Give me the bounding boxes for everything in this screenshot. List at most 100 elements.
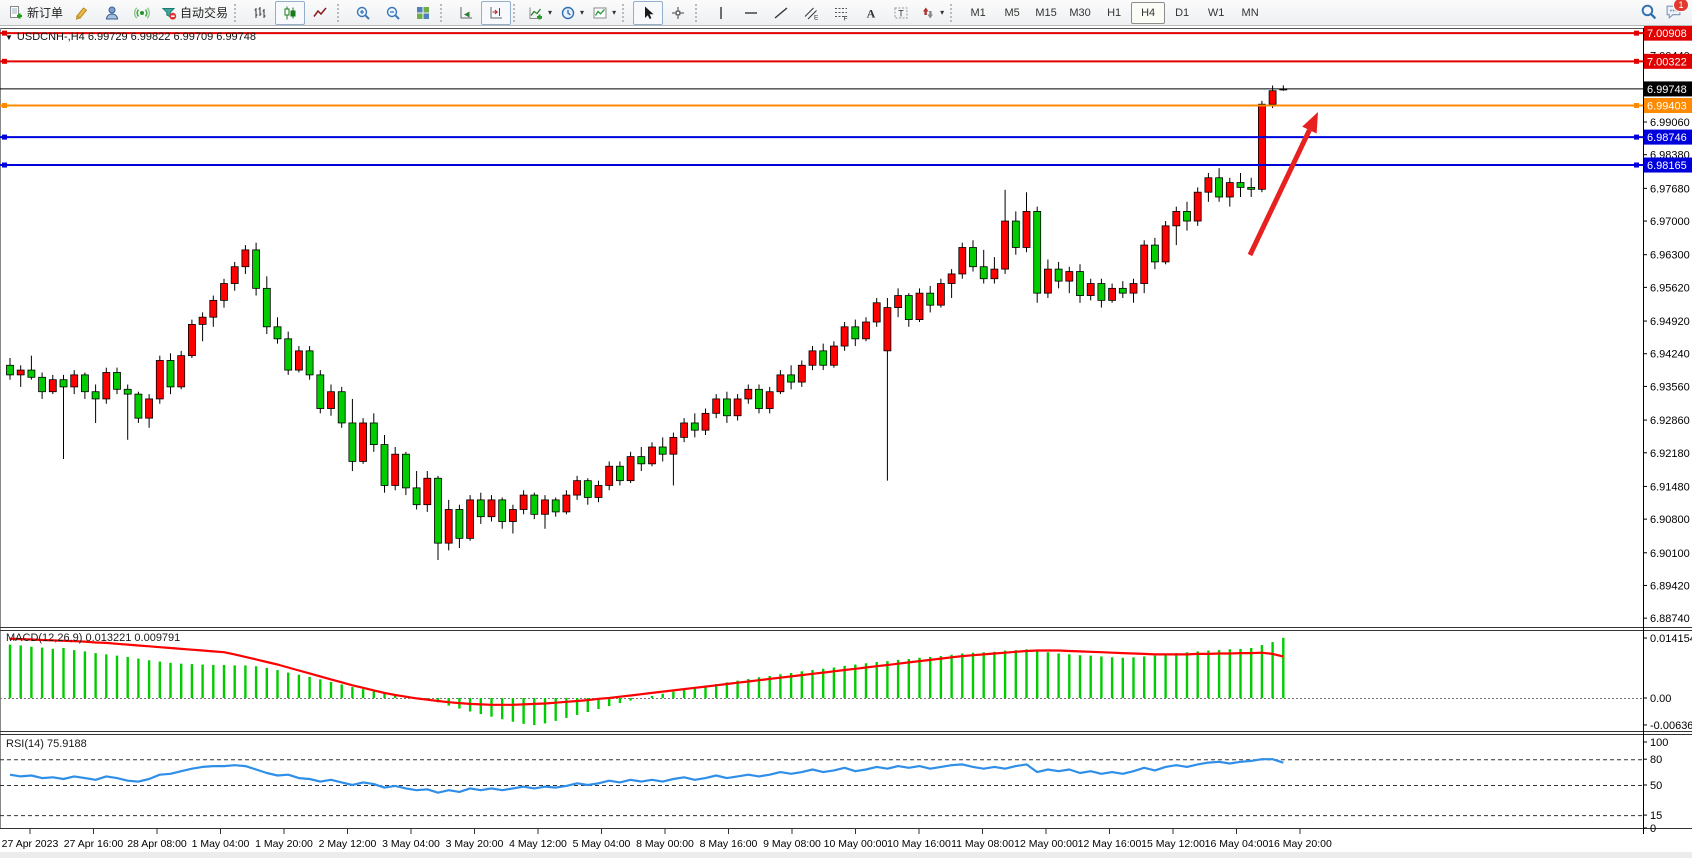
candle-body-down (401, 453, 410, 489)
candle-body-up (701, 412, 710, 431)
toolbar-button-search[interactable] (1640, 3, 1657, 23)
candle-body-down (530, 494, 539, 515)
toolbar-separator (695, 3, 704, 22)
price-badge-label: 7.00908 (1647, 28, 1687, 40)
candle-body-down (1097, 283, 1106, 301)
channel-icon: E (804, 7, 819, 21)
new-order-doc-icon (10, 5, 22, 18)
price-badge (1644, 26, 1692, 41)
toolbar-button-chart-shift[interactable] (481, 0, 512, 25)
toolbar-button-channel[interactable]: E (796, 1, 826, 25)
timeframe-button-H1[interactable]: H1 (1107, 6, 1122, 19)
toolbar-button-vline[interactable] (706, 1, 736, 25)
candle-body-up (230, 266, 239, 284)
toolbar-button-tile-windows[interactable] (408, 1, 438, 25)
toolbar-button-bars-chart[interactable] (245, 1, 275, 25)
price-axis-label: 6.88740 (1650, 613, 1690, 625)
candle-body-down (787, 374, 795, 383)
chevron-down-icon[interactable]: ▾ (940, 8, 945, 17)
line-handle-right[interactable] (1634, 30, 1639, 36)
toolbar-button-broadcast[interactable] (127, 1, 157, 25)
toolbar-button-chat[interactable]: 1 (1665, 0, 1689, 23)
candle-body-down (658, 446, 667, 455)
candle-body-up (562, 494, 571, 513)
price-axis-label: 6.94240 (1650, 349, 1690, 361)
rsi-axis-label: 15 (1650, 810, 1662, 822)
toolbar-button-crayon[interactable] (67, 1, 97, 25)
toolbar-button-hline[interactable] (736, 1, 766, 25)
time-axis-label: 27 Apr 16:00 (64, 838, 124, 850)
candle-body-down (498, 499, 507, 522)
toolbar-button-templates-chart[interactable]: ▾ (588, 1, 620, 25)
toolbar-button-profile[interactable] (97, 1, 127, 25)
toolbar-button-periods-clock[interactable]: ▾ (556, 1, 588, 25)
toolbar-button-text-a[interactable]: A (856, 1, 886, 25)
timeframe-button-H4[interactable]: H4 (1131, 1, 1166, 24)
toolbar-button-crosshair[interactable] (663, 1, 693, 25)
candle-body-up (1022, 211, 1031, 248)
chevron-down-icon[interactable]: ▾ (580, 8, 585, 17)
time-axis-label: 16 May 04:00 (1205, 838, 1269, 850)
candle-body-down (81, 374, 89, 393)
toolbar-button-text-label[interactable]: T (886, 1, 916, 25)
candle-body-down (369, 422, 378, 445)
timeframe-button-W1[interactable]: W1 (1207, 6, 1225, 19)
timeframe-button-D1[interactable]: D1 (1175, 6, 1190, 19)
line-handle-left[interactable] (2, 58, 7, 64)
candle-body-down (616, 465, 624, 482)
toolbar-button-candles-chart[interactable] (275, 0, 306, 25)
toolbar-button-indicators-add[interactable]: ▾ (524, 1, 556, 25)
toolbar-button-zoom-out[interactable] (378, 1, 408, 25)
time-axis-label: 28 Apr 08:00 (127, 838, 187, 850)
toolbar-button-auto-scroll[interactable] (451, 1, 481, 25)
line-handle-left[interactable] (2, 134, 7, 140)
line-handle-right[interactable] (1634, 162, 1639, 168)
timeframe-button-MN[interactable]: MN (1241, 6, 1259, 19)
chevron-down-icon[interactable]: ▾ (612, 8, 617, 17)
price-axis-label: 6.96300 (1650, 250, 1690, 262)
candle-body-down (123, 388, 132, 395)
candle-body-up (1193, 191, 1202, 222)
line-handle-right[interactable] (1634, 103, 1639, 109)
candle-body-up (894, 295, 902, 308)
time-axis-label: 3 May 20:00 (446, 838, 504, 850)
candle-body-down (1118, 287, 1127, 294)
timeframe-button-M1[interactable]: M1 (970, 6, 986, 19)
toolbar-group-scroll (451, 0, 512, 25)
toolbar-button-autotrade[interactable]: 自动交易 (157, 1, 232, 25)
line-handle-right[interactable] (1634, 134, 1639, 140)
trend-arrow-head[interactable] (1302, 112, 1318, 134)
toolbar-separator (337, 3, 346, 22)
toolbar-button-new-order-doc[interactable]: 新订单 (4, 1, 67, 25)
line-handle-right[interactable] (1634, 58, 1639, 64)
price-badge (1644, 98, 1692, 114)
toolbar-button-zoom-in[interactable] (348, 1, 378, 25)
price-badge-label: 6.98746 (1647, 132, 1687, 144)
line-handle-left[interactable] (2, 30, 7, 36)
candle-body-up (145, 398, 154, 419)
toolbar-button-arrows-shapes[interactable]: ▾ (916, 1, 948, 25)
toolbar-button-line-chart[interactable] (305, 1, 335, 25)
candle-body-up (872, 302, 881, 323)
line-handle-left[interactable] (2, 162, 7, 168)
candle-body-up (733, 398, 742, 417)
price-badge-label: 7.00322 (1647, 56, 1687, 68)
price-axis-label: 6.93560 (1650, 381, 1690, 393)
toolbar: 新订单 自动交易 ▾ ▾ ▾ E F A T ▾ M1 M5 M15 M30 H1 H4 D1 W1 MN 1 (0, 0, 1692, 26)
candle-body-up (155, 360, 164, 400)
timeframe-button-M15[interactable]: M15 (1035, 6, 1057, 19)
trend-arrow-shaft[interactable] (1247, 128, 1312, 257)
timeframe-button-M30[interactable]: M30 (1069, 6, 1091, 19)
chevron-down-icon[interactable]: ▾ (548, 8, 553, 17)
candle-body-up (70, 374, 79, 388)
toolbar-button-fibonacci[interactable]: F (826, 1, 856, 25)
candle-body-down (723, 398, 731, 417)
time-axis-label: 10 May 16:00 (887, 838, 951, 850)
time-axis-label: 4 May 12:00 (509, 838, 567, 850)
line-handle-left[interactable] (2, 103, 7, 109)
candle-body-down (348, 422, 357, 462)
candle-body-up (359, 422, 368, 462)
toolbar-button-cursor[interactable] (633, 0, 664, 25)
toolbar-button-trendline[interactable] (766, 1, 796, 25)
timeframe-button-M5[interactable]: M5 (1004, 6, 1020, 19)
